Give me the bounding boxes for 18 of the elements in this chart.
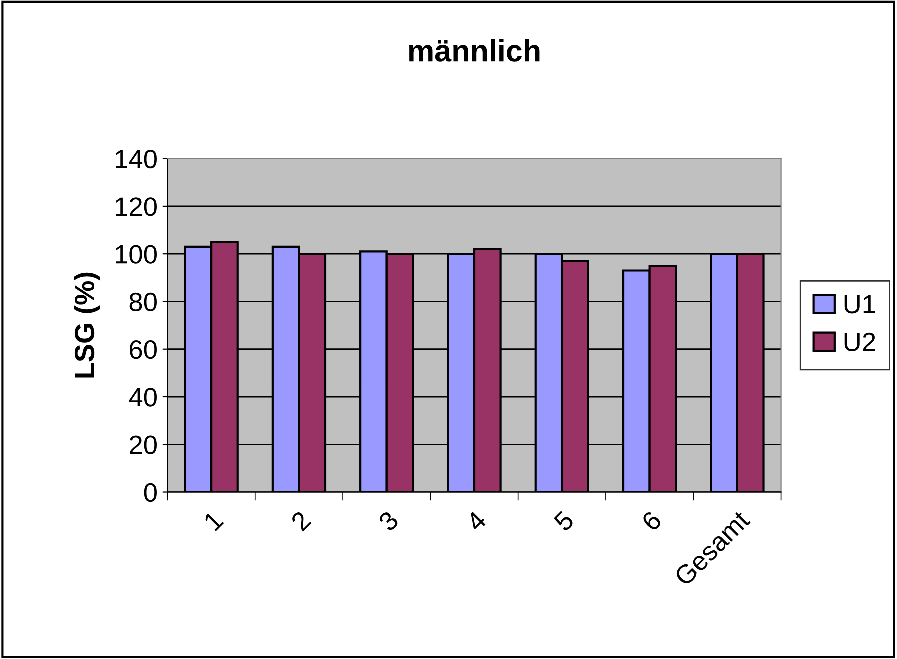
y-axis-title: LSG (%): [74, 272, 100, 378]
y-tick-label: 80: [130, 292, 157, 312]
x-tick-label: 1: [203, 510, 224, 532]
y-tick-label: 100: [116, 245, 157, 264]
y-tick-label: 0: [144, 483, 157, 502]
x-tick-label: 4: [465, 510, 488, 532]
y-tick-label: 120: [116, 198, 157, 216]
legend-label: U2: [844, 332, 876, 352]
chart-title: männlich: [409, 39, 540, 62]
x-tick-label: 2: [290, 510, 312, 532]
legend-label: U1: [844, 295, 876, 314]
x-tick-label: 5: [553, 510, 576, 532]
y-tick-label: 20: [130, 436, 157, 454]
y-tick-label: 140: [116, 150, 157, 169]
y-tick-label: 40: [129, 388, 157, 407]
x-tick-label: 6: [640, 510, 663, 532]
x-tick-label: 3: [378, 510, 400, 532]
y-tick-label: 60: [130, 340, 157, 360]
